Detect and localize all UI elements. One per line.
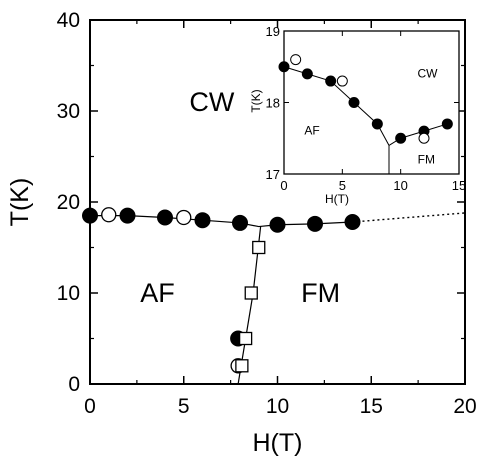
inset-y-tick-label: 17 bbox=[266, 167, 280, 182]
inset-data-point-filled-circle bbox=[278, 61, 290, 73]
data-point-open-square bbox=[252, 240, 266, 255]
y-tick-label: 20 bbox=[57, 191, 80, 214]
y-tick-label: 10 bbox=[57, 282, 80, 305]
data-point-open-square bbox=[235, 359, 249, 373]
main-plot: 0 5 10 15 20 0 10 20 30 40 H(T) T(K) CW AF FM bbox=[6, 9, 477, 457]
inset-region-label-af: AF bbox=[304, 124, 319, 138]
inset-frame bbox=[283, 30, 460, 175]
inset-x-tick-label: 10 bbox=[393, 178, 407, 193]
data-point-filled-circle bbox=[82, 207, 98, 224]
inset-data-point-filled-circle bbox=[348, 97, 360, 108]
x-tick-label: 20 bbox=[453, 395, 476, 418]
x-tick-label: 5 bbox=[178, 395, 190, 418]
inset-data-point-filled-circle bbox=[441, 118, 453, 130]
region-label-fm: FM bbox=[301, 278, 340, 308]
inset-plot: 0 5 10 15 17 18 19 H(T) T(K) CW AF FM bbox=[249, 24, 466, 206]
inset-data-point-filled-circle bbox=[325, 75, 337, 87]
inset-data-point-open-circle bbox=[336, 75, 348, 87]
inset-y-tick-label: 19 bbox=[266, 24, 280, 39]
inset-region-label-fm: FM bbox=[418, 152, 435, 166]
inset-data-point-filled-circle bbox=[301, 68, 313, 80]
data-point-filled-circle bbox=[269, 216, 286, 233]
inset-region-label-cw: CW bbox=[418, 66, 439, 80]
x-tick-label: 15 bbox=[360, 395, 383, 418]
data-point-filled-circle bbox=[194, 212, 211, 229]
y-tick-label: 30 bbox=[57, 100, 80, 123]
inset-data-point-open-circle bbox=[418, 132, 430, 144]
region-label-af: AF bbox=[140, 278, 175, 308]
y-tick-label: 0 bbox=[68, 373, 80, 396]
data-point-open-square bbox=[244, 286, 258, 300]
inset-data-point-filled-circle bbox=[395, 132, 407, 144]
data-point-filled-circle bbox=[344, 214, 361, 231]
inset-y-tick-label: 18 bbox=[266, 96, 280, 111]
data-point-filled-circle bbox=[157, 209, 173, 226]
data-point-filled-circle bbox=[119, 207, 136, 224]
inset-x-axis-label: H(T) bbox=[325, 192, 349, 206]
x-tick-label: 10 bbox=[266, 395, 289, 418]
inset-x-tick-label: 0 bbox=[280, 178, 287, 193]
data-point-open-circle bbox=[176, 209, 192, 226]
data-point-filled-circle bbox=[307, 215, 323, 232]
inset-y-axis-label: T(K) bbox=[249, 89, 263, 112]
data-point-open-square bbox=[238, 331, 253, 346]
data-point-open-circle bbox=[101, 207, 117, 223]
region-label-cw: CW bbox=[189, 87, 234, 117]
y-axis-label: T(K) bbox=[6, 178, 34, 227]
inset-x-tick-label: 15 bbox=[452, 178, 466, 193]
inset-data-point-filled-circle bbox=[371, 118, 383, 130]
y-tick-label: 40 bbox=[57, 9, 80, 32]
inset-data-point-open-circle bbox=[290, 54, 302, 66]
phase-boundary-line bbox=[352, 212, 466, 223]
data-point-filled-circle bbox=[232, 214, 248, 231]
inset-x-tick-label: 5 bbox=[339, 178, 346, 193]
x-tick-label: 0 bbox=[84, 395, 96, 418]
x-axis-label: H(T) bbox=[253, 429, 303, 457]
